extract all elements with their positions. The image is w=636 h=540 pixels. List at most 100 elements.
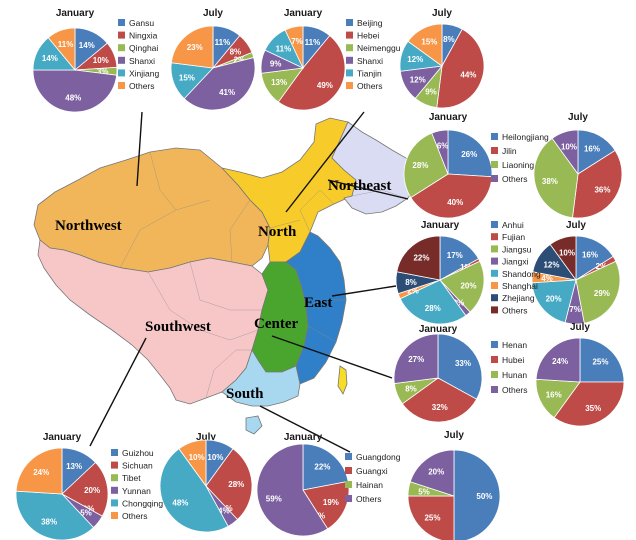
legend-swatch: [491, 233, 498, 241]
legend-swatch: [491, 371, 498, 378]
pie-title: July: [203, 8, 223, 19]
label-northeast: Northeast: [328, 178, 391, 194]
pie-title: January: [56, 8, 95, 19]
connector-northwest: [136, 111, 143, 187]
legend-swatch: [118, 44, 125, 52]
pie-title: July: [444, 430, 464, 441]
region-south: [221, 349, 301, 407]
pie-value-label: 12%: [410, 75, 426, 84]
legends: GansuNingxiaQinghaiShanxiXinjiangOthersB…: [111, 18, 549, 521]
legend-southwest: Guizhou Sichuan Tibet Yunnan Chongqing Others: [111, 448, 163, 521]
pie-slice-others: [15, 447, 63, 495]
pie-north-january: January 11% 49% 13% 9% 11%7%: [260, 8, 346, 111]
pie-slice-liaoning: [533, 137, 579, 219]
pie-slice-henan: [579, 337, 625, 383]
pie-value-label: 20%: [428, 467, 444, 476]
pie-title: July: [570, 322, 590, 333]
pie-northeast-july: July 16% 36% 38% 10%: [533, 112, 623, 219]
region-east: [285, 231, 347, 385]
pie-east-july: July 16% 2% 29% 7% 20% 4% 12%10%: [531, 220, 621, 325]
pie-title: July: [432, 8, 452, 19]
pie-value-label: 25%: [424, 514, 440, 523]
legend-label-heilongjiang: Heilongjiang: [502, 132, 549, 142]
legend-swatch: [491, 282, 498, 289]
legend-swatch: [491, 269, 498, 277]
pie-title: July: [196, 432, 216, 443]
pie-slice-others: [409, 449, 455, 497]
legend-label-others: Others: [502, 305, 528, 315]
pie-slice-others: [170, 25, 214, 69]
legend-swatch: [346, 19, 353, 26]
china-map: [33, 117, 417, 435]
pie-title: July: [566, 220, 586, 231]
legend-swatch: [491, 147, 498, 154]
pie-slice-shanxi: [32, 69, 118, 113]
legend-swatch: [491, 386, 498, 393]
pie-title: January: [429, 112, 468, 123]
pie-value-label: 24%: [552, 357, 568, 366]
legend-label-hainan: Hainan: [356, 480, 383, 490]
legend-swatch: [345, 467, 352, 474]
pie-slice-chongqing: [159, 448, 229, 533]
pie-value-label: 15%: [179, 73, 195, 82]
legend-label-guangxi: Guangxi: [356, 466, 388, 476]
pie-slice-others: [393, 333, 439, 384]
pie-charts: January14%10%3%48%14%11%July11%8%2%41%15…: [15, 8, 625, 540]
pie-slice-jiangsu: [575, 260, 621, 324]
legend-label-others: Others: [502, 174, 528, 184]
legend-swatch: [346, 69, 353, 77]
region-labels: Northwest North Northeast East Center So…: [55, 178, 391, 402]
pie-value-label: 33%: [455, 359, 471, 368]
pie-northeast-january: January 26% 40% 28% 6%: [403, 112, 493, 219]
legend-swatch: [491, 221, 498, 228]
pie-value-label: 16%: [584, 145, 600, 154]
legend-label-jiangxi: Jiangxi: [502, 257, 529, 267]
legend-label-tibet: Tibet: [122, 473, 141, 483]
pie-slice-others: [47, 27, 76, 72]
pie-value-label: 3%: [97, 67, 109, 76]
label-southwest: Southwest: [145, 319, 211, 335]
pie-slice-anhui: [439, 235, 480, 281]
legend-swatch: [111, 461, 118, 469]
pie-value-label: 9%: [270, 60, 282, 69]
pie-value-label: 48%: [172, 498, 188, 507]
pie-slice-others: [549, 235, 577, 282]
pie-value-label: 36%: [594, 186, 610, 195]
pie-value-label: 24%: [33, 468, 49, 477]
legend-label-jiangsu: Jiangsu: [502, 244, 532, 254]
region-taiwan: [337, 365, 348, 395]
pie-north-july: July 8% 44% 9% 12% 12% 15%: [399, 8, 485, 109]
legend-label-hebei: Hebei: [357, 31, 379, 41]
pie-slice-henan: [437, 333, 483, 400]
pie-value-label: 48%: [65, 94, 81, 103]
legend-label-henan: Henan: [502, 340, 527, 350]
pie-value-label: 16%: [546, 390, 562, 399]
label-northwest: Northwest: [55, 218, 122, 234]
legend-center: Henan Hubei Hunan Others: [491, 340, 528, 395]
legend-swatch: [111, 449, 118, 456]
pie-value-label: 5%: [418, 487, 430, 496]
legend-swatch: [346, 44, 353, 52]
pie-value-label: 17%: [447, 251, 463, 260]
legend-label-others: Others: [502, 385, 528, 395]
pie-value-label: 10%: [561, 142, 577, 151]
pie-slice-sichuan: [205, 448, 253, 521]
pie-slice-shandong: [399, 279, 467, 325]
pie-value-label: 7%: [569, 305, 581, 314]
pie-slice-heilongjiang: [577, 129, 616, 175]
pie-value-label: 13%: [66, 462, 82, 471]
connector-southwest: [89, 337, 147, 447]
pie-slice-hebei: [277, 35, 346, 111]
pie-value-label: 40%: [447, 198, 463, 207]
legend-label-beijing: Beijing: [357, 18, 383, 28]
pie-value-label: 10%: [93, 56, 109, 65]
pie-value-label: 27%: [408, 355, 424, 364]
pie-value-label: 19%: [323, 498, 339, 507]
pie-value-label: 16%: [582, 251, 598, 260]
legend-label-hunan: Hunan: [502, 370, 527, 380]
pie-value-label: 9%: [425, 87, 437, 96]
pie-value-label: 32%: [432, 403, 448, 412]
legend-label-shanghai: Shanghai: [502, 281, 538, 291]
